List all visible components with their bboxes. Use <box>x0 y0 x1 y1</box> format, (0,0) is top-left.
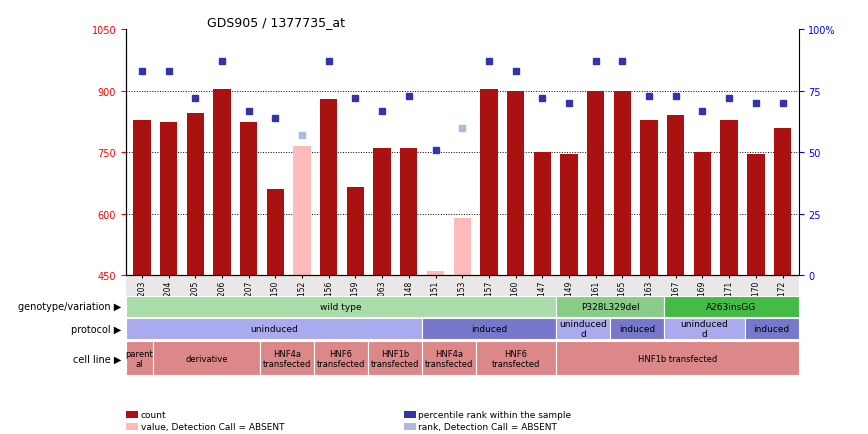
Bar <box>266 190 284 276</box>
Bar <box>293 147 311 276</box>
Text: HNF6
transfected: HNF6 transfected <box>492 349 540 368</box>
Bar <box>373 149 391 276</box>
Text: wild type: wild type <box>320 302 362 311</box>
Bar <box>214 90 231 276</box>
Bar <box>454 218 470 276</box>
Text: HNF1b
transfected: HNF1b transfected <box>371 349 419 368</box>
Bar <box>534 153 551 276</box>
Bar <box>507 92 524 276</box>
Bar <box>587 92 604 276</box>
Text: HNF6
transfected: HNF6 transfected <box>317 349 365 368</box>
Bar <box>427 272 444 276</box>
Bar <box>614 92 631 276</box>
Bar <box>561 155 578 276</box>
Bar <box>346 188 364 276</box>
Text: GDS905 / 1377735_at: GDS905 / 1377735_at <box>207 16 345 29</box>
Text: uninduced: uninduced <box>250 325 298 333</box>
Text: uninduced
d: uninduced d <box>681 319 728 339</box>
Bar <box>400 149 418 276</box>
Bar <box>480 90 497 276</box>
Text: HNF4a
transfected: HNF4a transfected <box>263 349 312 368</box>
Text: A263insGG: A263insGG <box>707 302 756 311</box>
Bar <box>720 120 738 276</box>
Text: uninduced
d: uninduced d <box>559 319 608 339</box>
Text: count: count <box>141 410 167 419</box>
Text: rank, Detection Call = ABSENT: rank, Detection Call = ABSENT <box>418 422 557 431</box>
Bar <box>187 114 204 276</box>
Bar <box>240 122 257 276</box>
Text: percentile rank within the sample: percentile rank within the sample <box>418 410 571 419</box>
Text: value, Detection Call = ABSENT: value, Detection Call = ABSENT <box>141 422 284 431</box>
Bar <box>667 116 685 276</box>
Text: P328L329del: P328L329del <box>581 302 640 311</box>
Bar <box>774 128 792 276</box>
Bar <box>133 120 150 276</box>
Bar <box>160 122 177 276</box>
Text: protocol ▶: protocol ▶ <box>71 324 122 334</box>
Text: derivative: derivative <box>186 354 227 363</box>
Text: induced: induced <box>471 325 507 333</box>
Text: induced: induced <box>619 325 655 333</box>
Text: parent
al: parent al <box>126 349 153 368</box>
Text: induced: induced <box>753 325 790 333</box>
Bar <box>747 155 765 276</box>
Bar <box>641 120 658 276</box>
Text: HNF1b transfected: HNF1b transfected <box>638 354 717 363</box>
Text: HNF4a
transfected: HNF4a transfected <box>424 349 473 368</box>
Text: cell line ▶: cell line ▶ <box>73 354 122 363</box>
Bar <box>694 153 711 276</box>
Text: genotype/variation ▶: genotype/variation ▶ <box>18 302 122 311</box>
Bar <box>320 100 338 276</box>
